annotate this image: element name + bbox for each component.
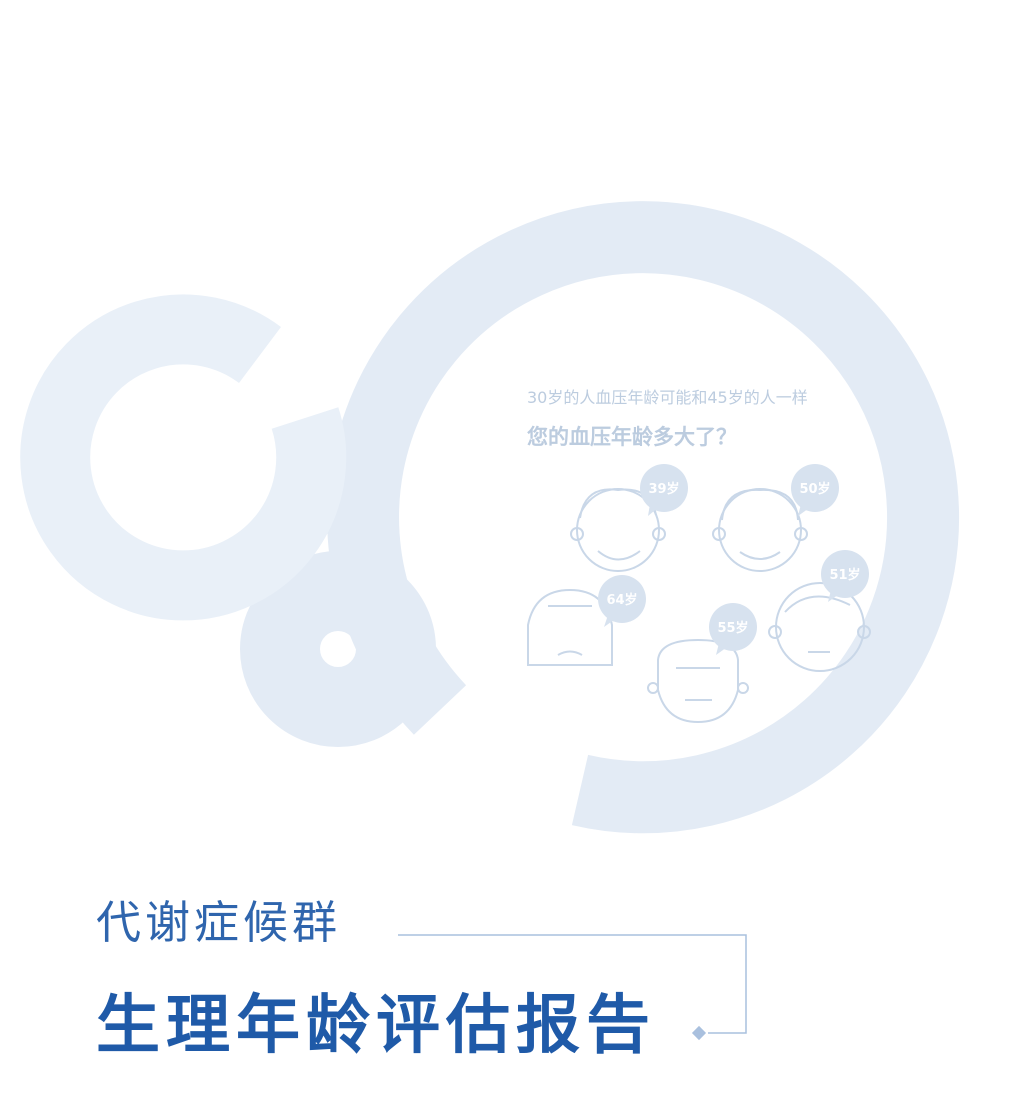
age-label-51: 51岁	[829, 567, 860, 583]
speech-bubble-55: 55岁	[709, 603, 757, 655]
report-main-title: 生理年龄评估报告	[96, 989, 656, 1063]
illustration-question: 您的血压年龄多大了？	[527, 425, 737, 449]
face-51	[768, 582, 871, 672]
title-connector-line	[398, 934, 747, 1041]
speech-bubble-51: 51岁	[821, 550, 869, 602]
small-ring-decoration	[240, 551, 436, 747]
age-label-64: 64岁	[606, 592, 637, 608]
speech-bubble-50: 50岁	[791, 464, 839, 516]
age-label-50: 50岁	[799, 481, 830, 497]
illustration-subtitle: 30岁的人血压年龄可能和45岁的人一样	[527, 388, 808, 407]
age-label-39: 39岁	[648, 481, 679, 497]
diamond-marker-icon	[691, 1025, 707, 1041]
face-55	[647, 638, 749, 724]
speech-bubble-39: 39岁	[640, 464, 688, 516]
age-label-55: 55岁	[717, 620, 748, 636]
face-50	[712, 488, 808, 572]
report-category-title: 代谢症候群	[96, 896, 342, 949]
speech-bubble-64: 64岁	[598, 575, 646, 627]
medium-ring-decoration	[20, 294, 347, 621]
large-ring-decoration	[327, 201, 960, 834]
